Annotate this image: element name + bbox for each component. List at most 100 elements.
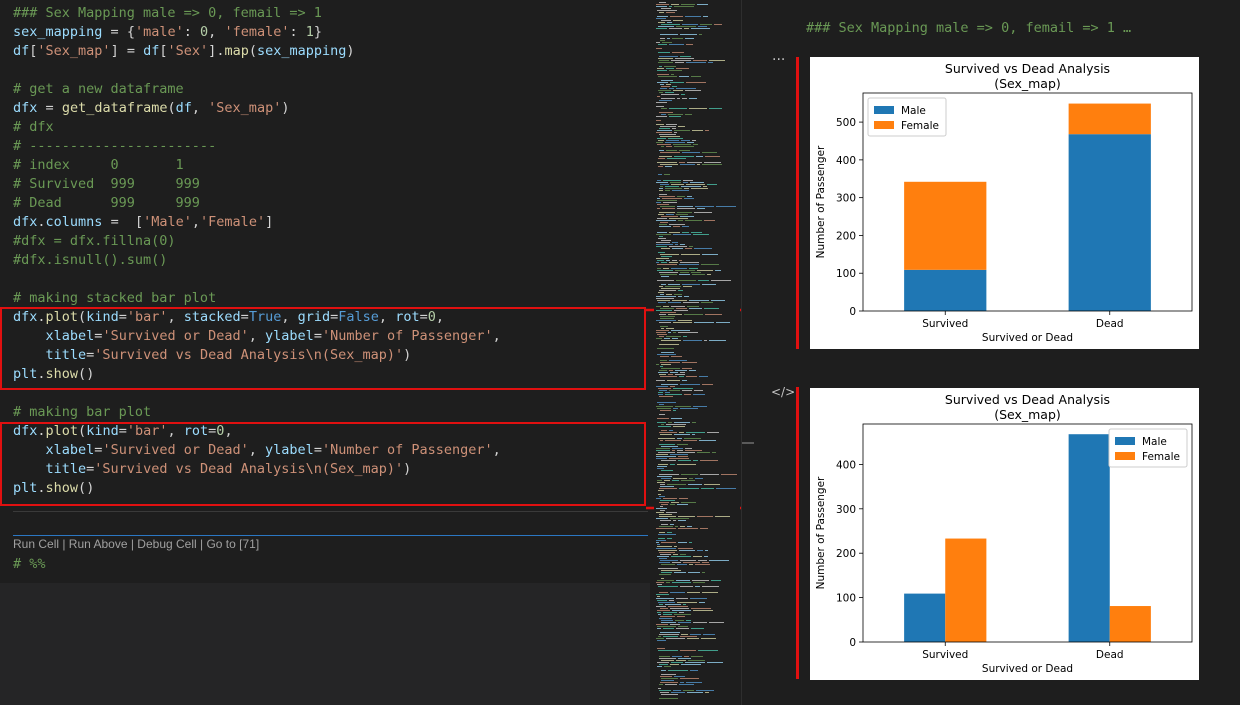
code-line[interactable]: df['Sex_map'] = df['Sex'].map(sex_mappin… bbox=[13, 43, 355, 59]
code-line[interactable]: # dfx bbox=[13, 119, 54, 135]
minimap-line bbox=[680, 56, 691, 57]
minimap-line bbox=[692, 422, 696, 423]
minimap-line bbox=[686, 432, 705, 433]
output-cell-header[interactable]: ### Sex Mapping male => 0, femail => 1 … bbox=[806, 20, 1132, 36]
minimap-line bbox=[659, 12, 664, 13]
minimap-scrollbar[interactable] bbox=[741, 0, 754, 705]
minimap-line bbox=[680, 34, 697, 35]
minimap-line bbox=[674, 546, 677, 547]
minimap-line bbox=[657, 418, 669, 419]
minimap-line bbox=[659, 156, 672, 157]
code-editor[interactable]: ### Sex Mapping male => 0, femail => 1 se… bbox=[0, 0, 650, 583]
code-line[interactable]: #dfx = dfx.fillna(0) bbox=[13, 233, 176, 249]
minimap-line bbox=[656, 310, 672, 311]
legend-label-female: Female bbox=[1142, 451, 1180, 463]
minimap-line bbox=[660, 676, 672, 677]
minimap-line bbox=[711, 280, 731, 281]
code-line[interactable]: # making bar plot bbox=[13, 404, 152, 420]
minimap-line bbox=[716, 488, 736, 489]
minimap-line bbox=[659, 574, 671, 575]
code-line[interactable]: xlabel='Survived or Dead', ylabel='Numbe… bbox=[45, 328, 501, 344]
minimap-line bbox=[660, 616, 675, 617]
code-line[interactable]: #dfx.isnull().sum() bbox=[13, 252, 168, 268]
minimap-line bbox=[659, 634, 679, 635]
minimap-line bbox=[671, 556, 691, 557]
minimap-line bbox=[666, 214, 674, 215]
minimap-line bbox=[657, 482, 665, 483]
minimap-line bbox=[678, 516, 695, 517]
code-toggle-icon[interactable]: </> bbox=[771, 385, 796, 399]
stacked-bar-chart: Survived vs Dead Analysis(Sex_map) 0 100 20… bbox=[815, 61, 1193, 344]
minimap-line bbox=[664, 66, 676, 67]
x-tick-label: Survived bbox=[922, 649, 968, 661]
minimap-line bbox=[671, 184, 684, 185]
minimap-line bbox=[657, 402, 676, 403]
minimap-line bbox=[658, 174, 662, 175]
code-line[interactable]: xlabel='Survived or Dead', ylabel='Numbe… bbox=[45, 442, 501, 458]
code-line[interactable]: sex_mapping = {'male': 0, 'female': 1} bbox=[13, 24, 323, 40]
minimap-line bbox=[682, 232, 689, 233]
minimap-line bbox=[670, 504, 675, 505]
minimap-line bbox=[656, 202, 661, 203]
minimap-line bbox=[658, 158, 665, 159]
code-line[interactable]: title='Survived vs Dead Analysis\n(Sex_m… bbox=[45, 461, 412, 477]
legend-swatch-female bbox=[1115, 452, 1135, 460]
minimap-line bbox=[676, 68, 689, 69]
minimap-line bbox=[660, 510, 665, 511]
minimap-line bbox=[668, 670, 688, 671]
minimap-line bbox=[687, 162, 702, 163]
code-line[interactable]: dfx = get_dataframe(df, 'Sex_map') bbox=[13, 100, 290, 116]
code-line[interactable]: dfx.plot(kind='bar', stacked=True, grid=… bbox=[13, 309, 444, 325]
code-line[interactable]: plt.show() bbox=[13, 366, 95, 382]
minimap-line bbox=[658, 534, 676, 535]
minimap-line bbox=[656, 606, 666, 607]
code-line[interactable]: ### Sex Mapping male => 0, femail => 1 bbox=[13, 5, 322, 21]
minimap-line bbox=[660, 434, 672, 435]
minimap-line bbox=[669, 116, 681, 117]
minimap-line bbox=[674, 156, 694, 157]
minimap-line bbox=[669, 390, 680, 391]
minimap-line bbox=[673, 408, 678, 409]
code-line[interactable]: plt.show() bbox=[13, 480, 95, 496]
minimap-line bbox=[657, 662, 669, 663]
minimap-line bbox=[682, 368, 692, 369]
code-line[interactable]: title='Survived vs Dead Analysis\n(Sex_m… bbox=[45, 347, 412, 363]
minimap-line bbox=[679, 162, 685, 163]
minimap-line bbox=[663, 636, 678, 637]
code-line[interactable]: dfx.plot(kind='bar', rot=0, bbox=[13, 423, 233, 439]
code-line[interactable]: # making stacked bar plot bbox=[13, 290, 217, 306]
code-line[interactable]: dfx.columns = ['Male','Female'] bbox=[13, 214, 274, 230]
minimap-line bbox=[660, 362, 680, 363]
minimap-line bbox=[659, 562, 670, 563]
minimap-line bbox=[676, 214, 688, 215]
minimap-line bbox=[658, 44, 667, 45]
minimap-line bbox=[709, 340, 726, 341]
minimap-line bbox=[658, 494, 661, 495]
minimap-line bbox=[663, 628, 674, 629]
minimap-line bbox=[702, 562, 709, 563]
minimap-line bbox=[691, 272, 701, 273]
minimap-line bbox=[657, 640, 666, 641]
code-line[interactable]: # Survived 999 999 bbox=[13, 176, 200, 192]
minimap-line bbox=[673, 234, 691, 235]
code-line[interactable]: # Dead 999 999 bbox=[13, 195, 200, 211]
minimap-line bbox=[659, 396, 673, 397]
minimap-line bbox=[663, 306, 669, 307]
minimap-line bbox=[668, 422, 672, 423]
minimap-line bbox=[701, 302, 713, 303]
minimap-line bbox=[666, 150, 677, 151]
minimap[interactable] bbox=[654, 0, 740, 705]
minimap-line bbox=[699, 602, 705, 603]
code-line[interactable]: # ----------------------- bbox=[13, 138, 217, 154]
minimap-line bbox=[656, 234, 671, 235]
minimap-line bbox=[678, 296, 682, 297]
codelens-bar[interactable]: Run Cell | Run Above | Debug Cell | Go t… bbox=[13, 537, 260, 551]
minimap-line bbox=[663, 268, 669, 269]
minimap-line bbox=[656, 296, 676, 297]
minimap-line bbox=[693, 610, 713, 611]
code-line[interactable]: # get a new dataframe bbox=[13, 81, 184, 97]
minimap-line bbox=[686, 620, 691, 621]
more-actions-icon[interactable]: ··· bbox=[772, 52, 786, 68]
minimap-line bbox=[678, 320, 692, 321]
code-line[interactable]: # index 0 1 bbox=[13, 157, 184, 173]
